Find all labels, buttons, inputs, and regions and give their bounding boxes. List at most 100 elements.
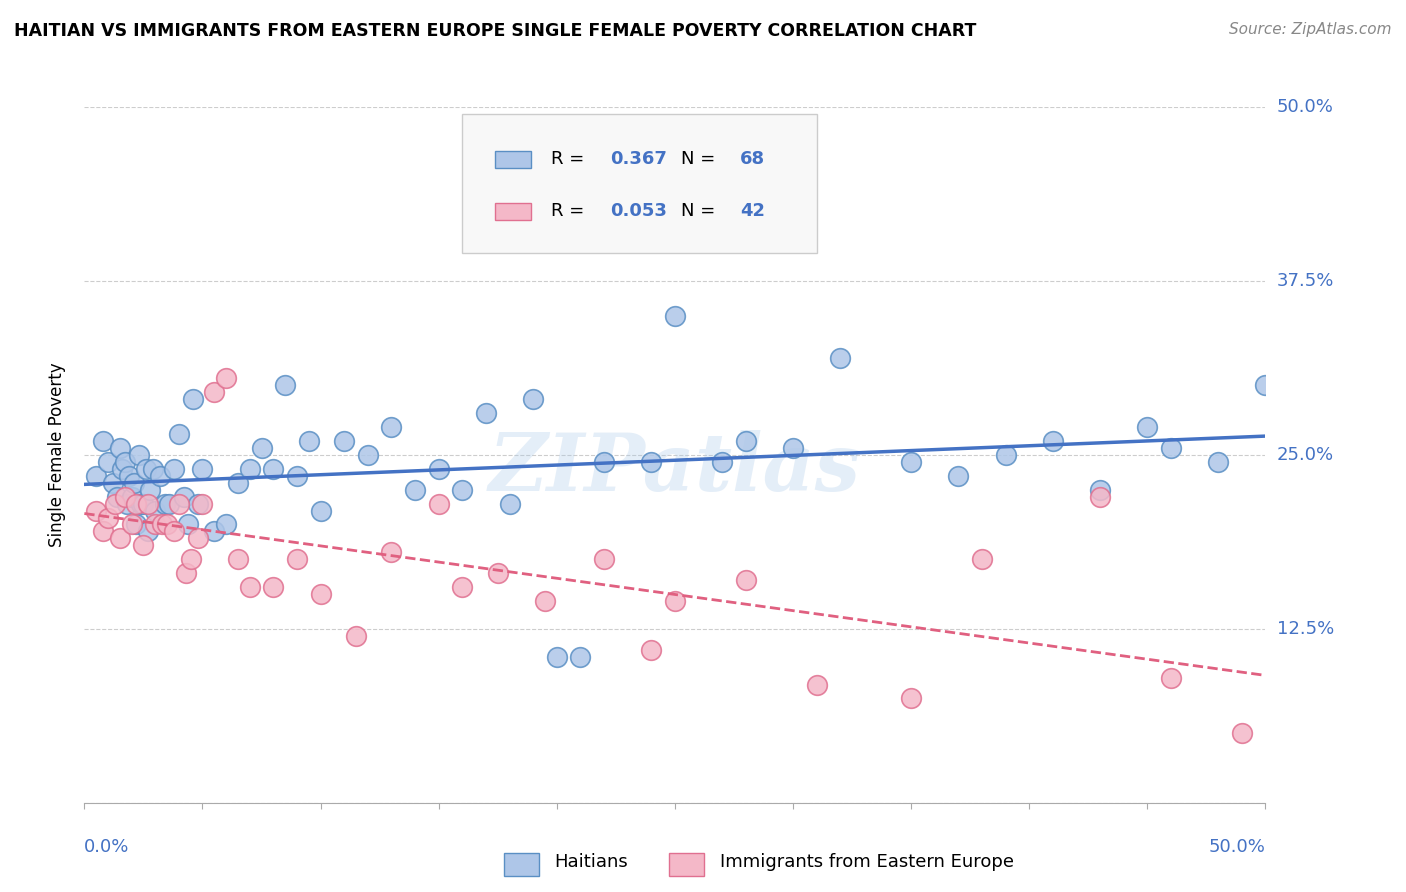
Point (475, 406, 498, 420)
Point (333, 434, 356, 448)
Text: 68: 68 (740, 150, 765, 169)
Text: Source: ZipAtlas.com: Source: ZipAtlas.com (1229, 22, 1392, 37)
Point (191, 497, 214, 511)
Text: 12.5%: 12.5% (1277, 620, 1334, 638)
Text: R =: R = (551, 150, 591, 169)
Point (900, 455, 922, 469)
Point (149, 468, 172, 483)
Point (181, 392, 204, 407)
Point (142, 462, 165, 476)
Point (664, 594, 686, 608)
Point (108, 532, 131, 546)
Point (114, 490, 136, 504)
Point (806, 677, 828, 691)
Point (344, 629, 367, 643)
Point (226, 552, 249, 566)
Point (167, 427, 190, 442)
Point (139, 483, 162, 497)
Point (239, 462, 262, 476)
Point (129, 497, 152, 511)
Point (534, 594, 557, 608)
Text: N =: N = (681, 150, 721, 169)
Point (262, 580, 284, 594)
Point (593, 552, 616, 566)
Point (734, 573, 756, 587)
Point (994, 448, 1017, 462)
Text: 0.0%: 0.0% (84, 838, 129, 855)
Point (427, 462, 450, 476)
Point (202, 385, 225, 400)
Text: 42: 42 (740, 202, 765, 220)
Point (187, 532, 209, 546)
Point (97, 455, 120, 469)
Point (143, 503, 166, 517)
Point (285, 552, 308, 566)
Point (163, 524, 186, 539)
Point (226, 475, 249, 490)
Point (711, 455, 734, 469)
Point (1042, 434, 1064, 448)
Point (187, 497, 209, 511)
Point (125, 497, 148, 511)
Point (167, 497, 190, 511)
Point (309, 503, 332, 517)
Point (121, 517, 143, 532)
Point (830, 351, 852, 365)
Point (97, 510, 120, 524)
Point (239, 580, 262, 594)
FancyBboxPatch shape (495, 202, 531, 220)
Point (357, 448, 380, 462)
Point (84, 503, 107, 517)
Text: 50.0%: 50.0% (1209, 838, 1265, 855)
Point (215, 371, 238, 385)
Point (136, 497, 159, 511)
Text: Immigrants from Eastern Europe: Immigrants from Eastern Europe (720, 853, 1014, 871)
Text: 25.0%: 25.0% (1277, 446, 1334, 464)
Point (135, 462, 157, 476)
FancyBboxPatch shape (669, 853, 704, 876)
Point (1088, 490, 1111, 504)
Point (640, 455, 662, 469)
Point (309, 587, 332, 601)
Point (91, 524, 114, 539)
Point (498, 497, 520, 511)
Point (156, 517, 179, 532)
Point (91, 434, 114, 448)
FancyBboxPatch shape (495, 151, 531, 168)
Point (1160, 441, 1182, 455)
Point (451, 483, 474, 497)
Point (593, 455, 616, 469)
Point (150, 517, 173, 532)
Point (132, 538, 155, 552)
Point (118, 468, 141, 483)
Text: 0.367: 0.367 (610, 150, 666, 169)
Point (546, 649, 568, 664)
Point (1254, 378, 1277, 392)
Point (215, 517, 238, 532)
Point (1230, 726, 1253, 740)
Text: 37.5%: 37.5% (1277, 272, 1334, 290)
Point (285, 468, 308, 483)
Point (250, 441, 273, 455)
Text: ZIPatlas: ZIPatlas (489, 430, 860, 508)
Point (298, 434, 321, 448)
Point (115, 497, 138, 511)
Point (404, 483, 426, 497)
Point (640, 642, 662, 657)
Point (153, 497, 176, 511)
Point (180, 552, 202, 566)
Point (262, 462, 284, 476)
Text: N =: N = (681, 202, 721, 220)
Point (451, 580, 474, 594)
Point (734, 434, 756, 448)
Point (177, 517, 200, 532)
Text: HAITIAN VS IMMIGRANTS FROM EASTERN EUROPE SINGLE FEMALE POVERTY CORRELATION CHAR: HAITIAN VS IMMIGRANTS FROM EASTERN EUROP… (14, 22, 976, 40)
Point (202, 524, 225, 539)
Point (136, 524, 159, 539)
Point (128, 448, 150, 462)
FancyBboxPatch shape (503, 853, 538, 876)
Point (114, 455, 136, 469)
Point (782, 441, 804, 455)
Text: Haitians: Haitians (554, 853, 628, 871)
Text: 0.053: 0.053 (610, 202, 666, 220)
